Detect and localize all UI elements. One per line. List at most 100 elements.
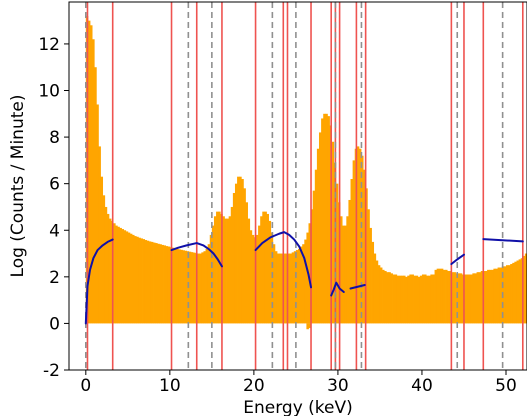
x-tick-label: 50 xyxy=(495,376,517,396)
spectrum-bar xyxy=(285,253,288,324)
peak-lines xyxy=(85,2,504,370)
spectrum-bar xyxy=(346,216,349,324)
x-tick-label: 0 xyxy=(80,376,91,396)
spectrum-bar xyxy=(180,249,183,324)
spectrum-bar xyxy=(209,234,213,324)
spectrum-bar xyxy=(203,251,206,324)
spectrum-bar xyxy=(239,176,242,324)
spectrum-bar xyxy=(190,252,194,324)
spectrum-bar xyxy=(503,266,507,324)
spectrum-bar xyxy=(361,155,364,324)
fit-curve xyxy=(330,281,345,297)
spectrum-bar xyxy=(146,240,150,324)
spectrum-bar xyxy=(272,244,276,324)
spectrum-bar xyxy=(268,220,272,324)
spectrum-bar xyxy=(264,211,267,324)
spectrum-bar xyxy=(335,183,339,324)
spectrum-bar xyxy=(321,118,324,324)
spectrum-bar xyxy=(119,227,122,324)
spectrum-bar xyxy=(461,274,465,324)
spectrum-bar xyxy=(94,67,97,324)
spectrum-bar xyxy=(142,239,146,324)
spectrum-bar xyxy=(377,265,381,324)
fit-curves xyxy=(84,231,524,325)
y-tick-label: 0 xyxy=(49,314,60,334)
spectrum-bar xyxy=(188,251,192,324)
spectrum-bar xyxy=(470,274,473,324)
spectrum-bar xyxy=(480,271,484,324)
fit-curve xyxy=(349,283,366,290)
spectrum-bar xyxy=(388,272,391,324)
spectrum-bar xyxy=(508,265,511,324)
fit-curve xyxy=(482,238,524,243)
spectrum-bar xyxy=(199,253,202,324)
spectrum-bar xyxy=(436,268,440,324)
spectrum-bar xyxy=(382,269,385,324)
spectrum-bar xyxy=(451,272,454,324)
spectrum-bar xyxy=(104,206,108,324)
spectrum-bar xyxy=(348,199,351,324)
spectrum-bar xyxy=(499,267,503,324)
spectrum-bar xyxy=(148,241,152,324)
spectrum-bar xyxy=(90,25,93,324)
spectrum-bar xyxy=(411,274,414,324)
spectrum-bar xyxy=(255,234,259,324)
spectrum-bar xyxy=(419,275,423,324)
spectrum-bar xyxy=(129,233,133,324)
spectrum-bar xyxy=(497,267,501,324)
spectrum-bar xyxy=(369,227,372,324)
spectrum-bar xyxy=(398,275,402,324)
spectrum-bar xyxy=(472,273,475,324)
spectrum-bar xyxy=(394,274,398,324)
spectrum-bar xyxy=(367,209,370,324)
spectrum-bar xyxy=(262,211,265,324)
spectrum-bar xyxy=(100,176,104,324)
spectrum-bar xyxy=(405,276,408,324)
spectrum-bar xyxy=(314,169,318,324)
spectrum-bar xyxy=(153,242,156,324)
spectrum-bar xyxy=(92,39,95,324)
spectrum-bar xyxy=(459,273,463,324)
spectrum-bar xyxy=(356,146,360,324)
spectrum-bar xyxy=(440,268,444,324)
spectrum-bar xyxy=(491,269,494,324)
spectrum-bar xyxy=(323,113,326,324)
spectrum-bar xyxy=(518,259,522,324)
spectrum-bar xyxy=(281,253,284,324)
spectrum-bar xyxy=(163,245,167,324)
spectrum-bar xyxy=(249,230,253,324)
spectrum-bar xyxy=(201,252,204,324)
y-axis-title: Log (Counts / Minute) xyxy=(8,95,28,278)
spectrum-bar xyxy=(134,236,137,324)
spectrum-bar xyxy=(379,267,383,324)
spectrum-bar xyxy=(197,253,200,324)
spectrum-bar xyxy=(363,169,366,324)
spectrum-bar xyxy=(167,246,171,324)
x-axis-title: Energy (keV) xyxy=(243,398,353,416)
spectrum-bar xyxy=(226,218,230,324)
spectrum-bar xyxy=(386,272,389,324)
x-tick-label: 40 xyxy=(411,376,433,396)
spectrum-bar xyxy=(165,246,169,324)
spectrum-bar xyxy=(489,269,492,324)
spectrum-bar xyxy=(308,323,312,329)
spectrum-bar xyxy=(415,275,419,324)
spectrum-bar xyxy=(310,209,314,324)
spectrum-bar xyxy=(306,323,309,330)
spectrum-bar xyxy=(304,239,307,324)
spectrum-bar xyxy=(312,190,316,324)
fit-curve xyxy=(170,242,223,268)
spectrum-bar xyxy=(449,271,452,324)
spectrum-bar xyxy=(144,240,148,324)
spectrum-bar xyxy=(289,253,293,324)
spectrum-bar xyxy=(463,274,467,324)
spectrum-bar xyxy=(184,250,188,324)
spectrum-bar xyxy=(520,258,524,324)
spectrum-bar xyxy=(344,225,347,324)
spectrum-bar xyxy=(298,248,301,324)
spectrum-bar xyxy=(108,218,112,324)
spectrum-bar xyxy=(279,253,282,324)
spectrum-bar xyxy=(407,275,410,324)
spectrum-bar xyxy=(291,252,295,324)
